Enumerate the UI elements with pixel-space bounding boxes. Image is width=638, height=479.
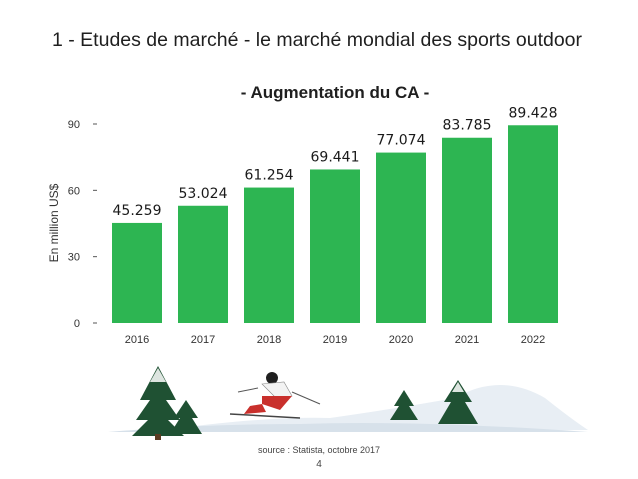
- data-label-2016: 45.259: [113, 203, 162, 219]
- x-tick-label-2022: 2022: [521, 334, 545, 346]
- bar-2019: [310, 169, 360, 323]
- chart-title: - Augmentation du CA -: [241, 83, 430, 102]
- data-label-2018: 61.254: [245, 168, 294, 184]
- y-axis-label: En million US$: [47, 183, 61, 262]
- y-tick-label: 30: [68, 252, 80, 264]
- bar-2020: [376, 152, 426, 323]
- data-label-2021: 83.785: [443, 118, 492, 134]
- x-tick-label-2016: 2016: [125, 334, 149, 346]
- y-tick-label: 0: [74, 318, 80, 330]
- x-tick-label-2021: 2021: [455, 334, 479, 346]
- bar-2021: [442, 137, 492, 323]
- y-axis-ticks: 0 30 60 90: [68, 119, 97, 330]
- data-label-2022: 89.428: [509, 105, 558, 121]
- data-label-2017: 53.024: [179, 186, 228, 202]
- bar-2017: [178, 205, 228, 323]
- data-label-2019: 69.441: [311, 149, 360, 165]
- bars: 45.259 53.024 61.254 69.441 77.074 83.785 89.4…: [112, 105, 558, 323]
- x-axis-ticks: 2016 2017 2018 2019 2020 2021 2022: [125, 334, 545, 346]
- skier-in-snowy-landscape-icon: [108, 366, 588, 440]
- data-label-2020: 77.074: [377, 133, 426, 149]
- x-tick-label-2018: 2018: [257, 334, 281, 346]
- y-tick-label: 90: [68, 119, 80, 131]
- x-tick-label-2020: 2020: [389, 334, 413, 346]
- y-tick-label: 60: [68, 185, 80, 197]
- slide-title: 1 - Etudes de marché - le marché mondial…: [52, 29, 583, 51]
- bar-2016: [112, 222, 162, 323]
- x-tick-label-2017: 2017: [191, 334, 215, 346]
- bar-chart: - Augmentation du CA - En million US$ 0 3…: [47, 83, 588, 440]
- source-note: source : Statista, octobre 2017: [257, 445, 381, 455]
- bar-2018: [244, 187, 294, 323]
- bar-2022: [508, 125, 558, 323]
- page-number: 4: [316, 459, 322, 470]
- x-tick-label-2019: 2019: [323, 334, 347, 346]
